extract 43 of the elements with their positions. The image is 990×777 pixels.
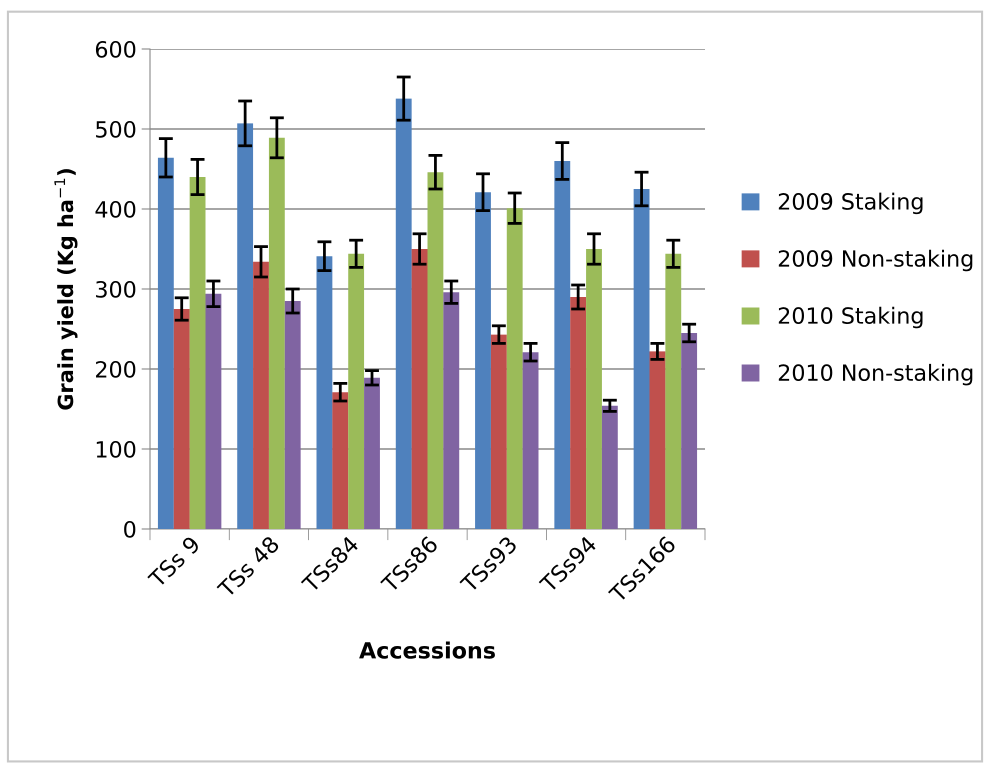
legend-label: 2010 Staking (778, 306, 922, 328)
legend-label: 2010 Non-staking (778, 364, 972, 386)
bar (316, 256, 332, 529)
y-tick-label: 400 (95, 200, 136, 218)
bar (586, 249, 602, 529)
bar (158, 158, 174, 529)
bar (396, 98, 412, 529)
legend-label: 2009 Staking (778, 192, 922, 214)
bar (665, 254, 682, 529)
x-tick-label: TSs 9 (147, 535, 201, 589)
bar (522, 352, 538, 529)
bar (554, 161, 570, 529)
y-axis-title: Grain yield (Kg ha$^{−1}$) (54, 169, 78, 410)
bar (634, 189, 650, 529)
bar (475, 192, 491, 529)
y-tick-label: 100 (96, 440, 136, 458)
bar (364, 378, 380, 529)
bar (174, 309, 190, 529)
y-tick-label: 500 (96, 120, 136, 138)
y-tick-label: 0 (124, 520, 136, 538)
bar (650, 351, 666, 529)
bar (602, 406, 618, 529)
bar (506, 208, 523, 529)
bar (190, 177, 206, 529)
x-axis-title: Accessions (359, 642, 495, 659)
bar (253, 262, 269, 529)
bar (268, 138, 285, 529)
bar (490, 334, 507, 529)
bar (443, 292, 460, 529)
bar (284, 301, 301, 529)
bar (412, 249, 428, 529)
bar (570, 297, 586, 529)
x-tick-label: TSs 48 (216, 535, 280, 599)
y-tick-label: 200 (96, 360, 136, 378)
bar (332, 392, 348, 529)
bar (348, 254, 364, 529)
bar (237, 123, 254, 529)
legend-label: 2009 Non-staking (778, 250, 972, 272)
bar (428, 172, 444, 529)
y-tick-label: 600 (96, 40, 136, 58)
y-tick-label: 300 (96, 280, 136, 298)
bar (681, 333, 698, 529)
bar (206, 294, 222, 529)
